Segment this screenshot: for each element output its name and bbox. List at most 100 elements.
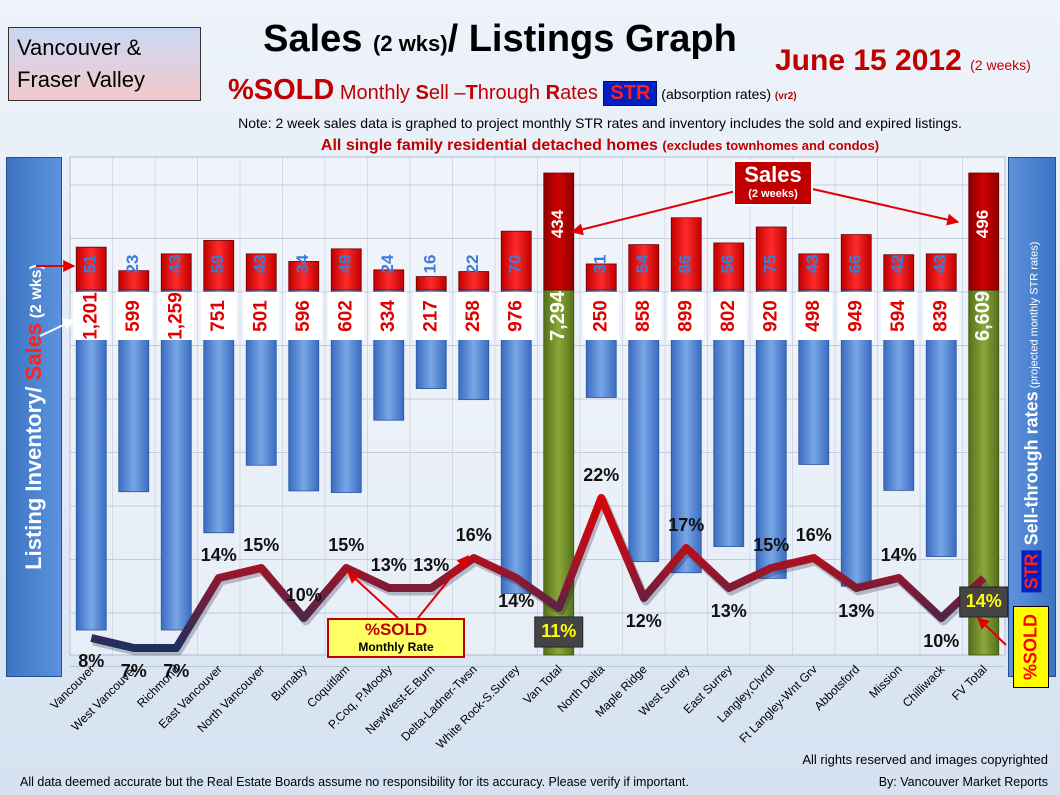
inventory-label-bg [285, 292, 322, 340]
inventory-value-label: 949 [845, 300, 866, 332]
x-tick-label: Abbotsford [811, 662, 862, 713]
subtitle-pct-sold: %SOLD [228, 74, 335, 106]
sales-value-label: 34 [293, 254, 312, 273]
pct-sold-label: 7% [121, 661, 147, 681]
inventory-label-bg [795, 292, 832, 340]
sales-value-label: 31 [591, 255, 610, 274]
sales-bar [628, 244, 660, 291]
sales-value-label: 70 [506, 255, 525, 274]
inventory-label-bg [455, 292, 492, 340]
x-tick-label: Delta-Ladner-Twsn [398, 662, 480, 744]
subtitle-monthly: Monthly [334, 82, 416, 104]
pct-sold-label: 7% [163, 661, 189, 681]
sales-bar [75, 246, 107, 291]
sales-value-label: 43 [166, 255, 185, 274]
inventory-label-bg [370, 292, 407, 340]
sold-arrow-2 [417, 555, 469, 619]
sales-bar [543, 172, 575, 291]
sales-value-label: 66 [846, 255, 865, 274]
inventory-value-label: 501 [250, 300, 271, 332]
pct-sold-label: 15% [753, 535, 789, 555]
inventory-value-label: 899 [675, 300, 696, 332]
inventory-value-label: 839 [930, 300, 951, 332]
sales-arrow-van [570, 189, 741, 236]
sales-value-label: 56 [718, 255, 737, 274]
sales-value-label: 434 [548, 209, 567, 238]
exclusion-note: All single family residential detached h… [60, 137, 1060, 155]
sales-value-label: 75 [761, 255, 780, 274]
pct-sold-label: 15% [243, 535, 279, 555]
pct-sold-label: 14% [201, 545, 237, 565]
subtitle-version: (vr2) [774, 91, 797, 102]
sales-bar [458, 271, 490, 291]
x-tick-label: Van Total [520, 662, 565, 707]
sales-arrow-fv [807, 187, 960, 226]
inventory-value-label: 858 [633, 300, 654, 332]
sales-bar [288, 261, 320, 291]
pct-total-label-bg [534, 616, 584, 648]
inventory-value-label: 920 [760, 300, 781, 332]
inventory-value-label: 802 [718, 300, 739, 332]
sales-callout-sub: (2 weeks) [748, 188, 798, 200]
copyright-note: All rights reserved and images copyright… [802, 752, 1048, 767]
region-line-2: Fraser Valley [17, 67, 145, 92]
sold-callout: %SOLD Monthly Rate [327, 618, 465, 658]
subtitle-absorption: (absorption rates) [657, 86, 775, 102]
pct-total-label-bg [959, 586, 1009, 618]
x-tick-label: FV Total [949, 662, 990, 703]
pct-sold-badge: %SOLD [1013, 606, 1049, 688]
inventory-label-bg [328, 292, 365, 340]
x-tick-label: Chilliwack [900, 662, 948, 710]
title-part-a: Sales [263, 18, 374, 60]
pct-sold-label: 8% [78, 651, 104, 671]
pct-sold-label: 17% [668, 515, 704, 535]
date-main: June 15 2012 [775, 44, 962, 77]
inventory-value-label: 6,609 [972, 291, 994, 341]
sales-bar [330, 248, 362, 291]
chart-title: Sales (2 wks)/ Listings Graph [230, 18, 770, 61]
x-tick-label: Mission [866, 662, 905, 701]
inventory-label-bg [880, 292, 917, 340]
inventory-value-label: 1,259 [165, 292, 186, 340]
inventory-label-bg [668, 292, 705, 340]
exclusion-b: (excludes townhomes and condos) [662, 138, 880, 153]
inventory-bar [160, 289, 192, 631]
inventory-label-bg [115, 292, 152, 340]
inventory-label-bg [625, 292, 662, 340]
sales-bar [713, 242, 745, 291]
inventory-value-label: 602 [335, 300, 356, 332]
x-tick-label: Burnaby [268, 662, 310, 704]
inventory-value-label: 258 [463, 300, 484, 332]
sales-bar [160, 253, 192, 291]
sold-arrow-1 [347, 571, 399, 619]
inventory-label-bg [243, 292, 280, 340]
sold-callout-sub: Monthly Rate [358, 640, 434, 654]
pct-sold-label: 12% [626, 611, 662, 631]
sales-value-label: 23 [123, 255, 142, 274]
inventory-value-label: 7,294 [547, 290, 569, 341]
pct-sold-label: 10% [923, 631, 959, 651]
sales-callout: Sales (2 weeks) [733, 160, 813, 206]
left-inventory-arrow [39, 319, 76, 337]
pct-sold-label: 13% [371, 555, 407, 575]
inventory-label-bg [498, 292, 535, 340]
inventory-value-label: 217 [420, 300, 441, 332]
sales-bar [670, 217, 702, 291]
pct-sold-label: 22% [583, 465, 619, 485]
bars [75, 172, 1000, 656]
sales-value-label: 51 [81, 255, 100, 274]
sales-value-label: 16 [421, 255, 440, 274]
inventory-label-bg [753, 292, 790, 340]
sales-value-label: 43 [251, 255, 270, 274]
sales-bar [755, 226, 787, 291]
pct-sold-label: 14% [881, 545, 917, 565]
inventory-value-label: 250 [590, 300, 611, 332]
inventory-label-bg [73, 292, 110, 340]
sold-callout-title: %SOLD [364, 620, 428, 639]
inventory-value-label: 1,201 [80, 292, 101, 340]
x-tick-label: White Rock-S.Surrey [433, 662, 522, 751]
x-tick-label: Ft Langley-Wnt Grv [736, 662, 819, 745]
inventory-label-bg [838, 292, 875, 340]
subtitle-s: S [415, 82, 429, 104]
sales-bar [500, 230, 532, 291]
